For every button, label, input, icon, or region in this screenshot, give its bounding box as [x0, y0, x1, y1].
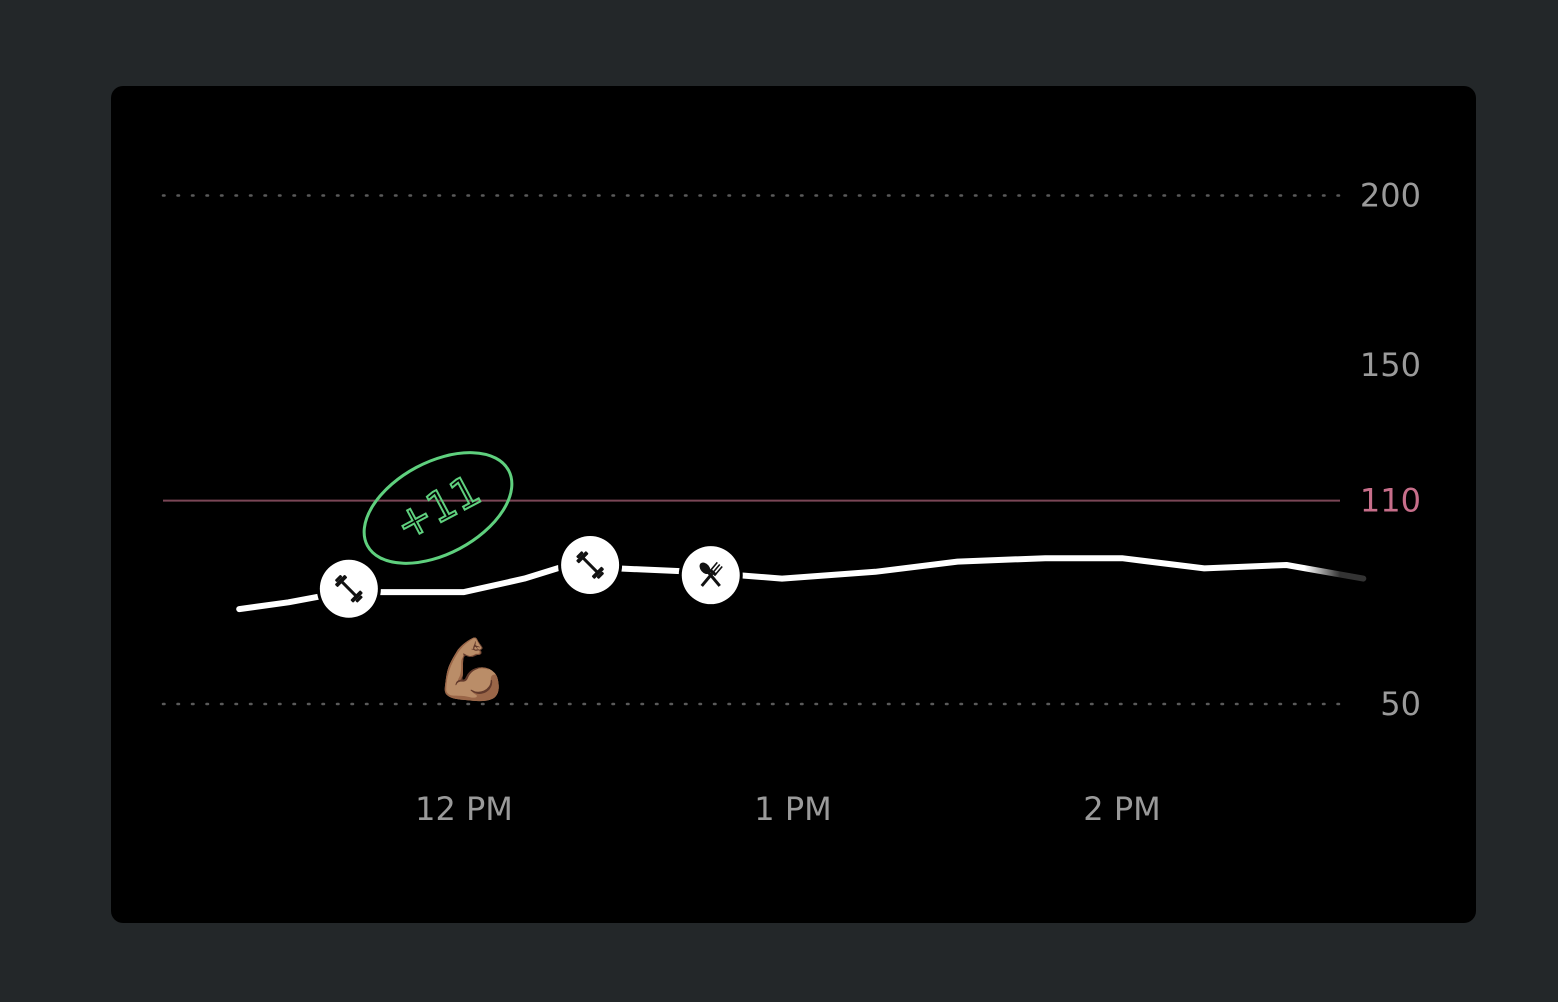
- event-markers: [316, 533, 743, 621]
- y-tick-label: 50: [1380, 685, 1421, 723]
- series-layer: [236, 555, 1367, 613]
- x-tick-label: 12 PM: [415, 790, 513, 828]
- annotation-circle: [362, 451, 514, 565]
- target-label: 110: [1360, 482, 1421, 520]
- event-marker[interactable]: [678, 543, 743, 608]
- flexed-biceps-emoji: 💪🏽: [435, 635, 510, 705]
- chart-card: [111, 86, 1476, 923]
- grid-layer: [161, 194, 1342, 706]
- x-axis: 12 PM 1 PM 2 PM: [415, 790, 1161, 828]
- x-tick-label: 1 PM: [754, 790, 831, 828]
- fork-spoon-icon: [699, 561, 723, 587]
- target-layer: 110: [163, 482, 1421, 520]
- annotation-layer: +11: [362, 451, 514, 565]
- dumbbell-icon: [576, 551, 604, 579]
- y-tick-label: 200: [1360, 177, 1421, 215]
- handwritten-annotation: +11: [362, 451, 514, 565]
- event-marker[interactable]: [558, 533, 623, 598]
- y-axis: 50 150 200: [1360, 177, 1421, 724]
- x-tick-label: 2 PM: [1083, 790, 1160, 828]
- dumbbell-icon: [335, 575, 363, 603]
- y-tick-label: 150: [1360, 346, 1421, 384]
- annotation-text: +11: [387, 465, 488, 550]
- event-marker[interactable]: [316, 556, 381, 621]
- series-line: [236, 555, 1367, 613]
